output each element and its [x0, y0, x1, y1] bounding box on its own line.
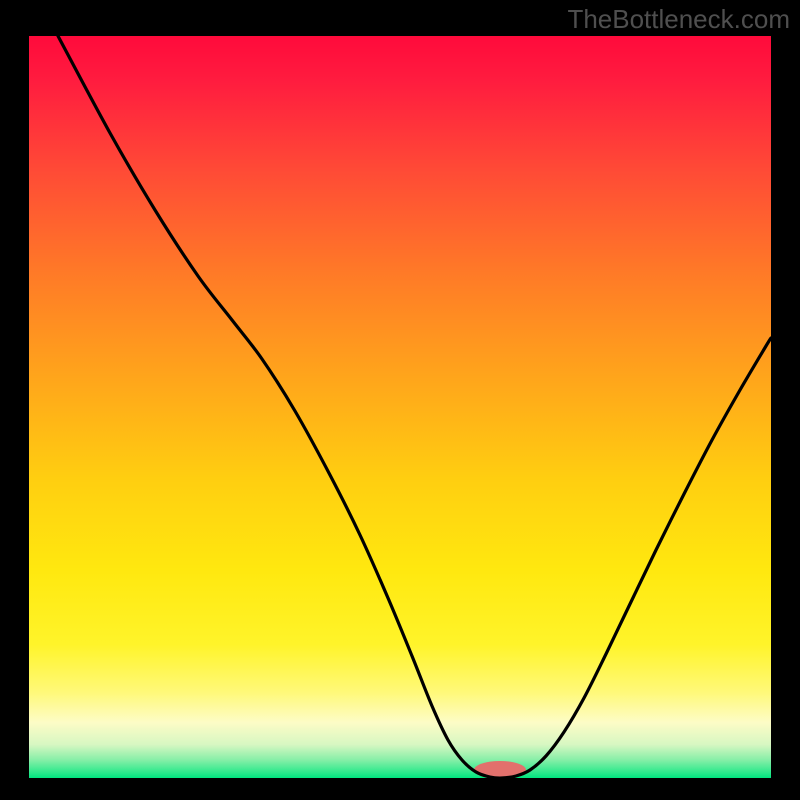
- attribution-watermark: TheBottleneck.com: [567, 4, 790, 35]
- gradient-background: [29, 36, 771, 778]
- bottleneck-curve-chart: [0, 0, 800, 800]
- chart-stage: TheBottleneck.com: [0, 0, 800, 800]
